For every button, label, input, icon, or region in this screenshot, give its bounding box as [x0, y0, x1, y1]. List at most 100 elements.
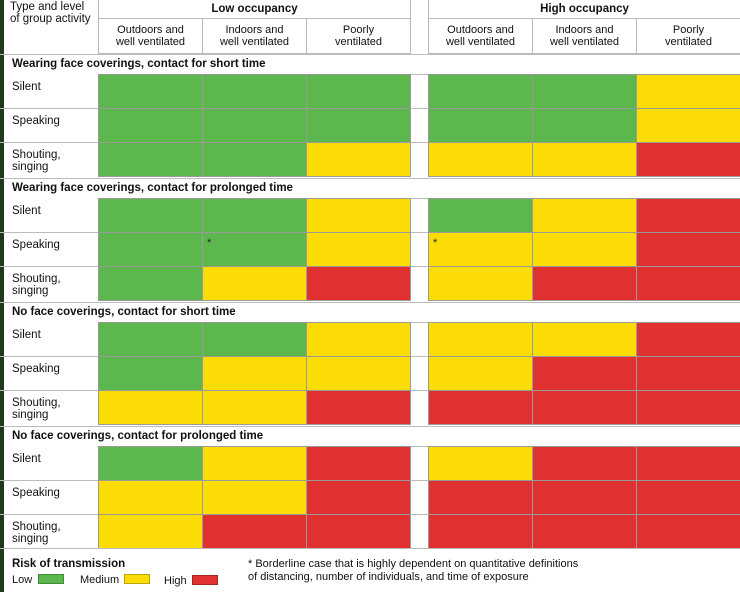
heatmap-cell [428, 232, 533, 267]
heatmap-cell [98, 514, 203, 549]
heatmap-cell [98, 142, 203, 177]
heatmap-cell [98, 446, 203, 481]
heatmap-cell [98, 322, 203, 357]
heatmap-cell [202, 108, 307, 143]
row-label: Shouting, singing [12, 273, 61, 297]
heatmap-cell [532, 232, 637, 267]
heatmap-cell [98, 480, 203, 515]
heatmap-cell [98, 390, 203, 425]
row-label-line: singing [12, 161, 49, 173]
corner-label-line-2: of group activity [10, 13, 91, 25]
heatmap-cell [98, 108, 203, 143]
heatmap-cell [428, 480, 533, 515]
section-title: No face coverings, contact for prolonged… [12, 430, 264, 442]
row-divider [411, 390, 428, 391]
heatmap-cell [202, 232, 307, 267]
corner-label-line-1: Type and level [10, 1, 85, 13]
heatmap-cell [98, 198, 203, 233]
heatmap-cell [636, 480, 740, 515]
heatmap-cell [636, 74, 740, 109]
column-header-text-5a: Indoors and [555, 24, 614, 36]
heatmap-cell [636, 232, 740, 267]
row-label-line: Silent [12, 453, 41, 465]
footnote-line-2: of distancing, number of individuals, an… [248, 571, 529, 583]
heatmap-cell [636, 356, 740, 391]
column-header-low-indoors: Indoors and well ventilated [202, 18, 307, 54]
heatmap-cell [532, 108, 637, 143]
row-divider [0, 266, 98, 267]
row-label-line: Silent [12, 329, 41, 341]
borderline-marker: * [207, 237, 212, 249]
row-divider [0, 480, 98, 481]
column-header-text-1a: Outdoors and [117, 24, 184, 36]
heatmap-cell [306, 356, 411, 391]
group-header-low-occupancy: Low occupancy [98, 0, 411, 19]
row-label: Shouting, singing [12, 521, 61, 545]
row-divider [0, 142, 98, 143]
section-title: Wearing face coverings, contact for prol… [12, 182, 293, 194]
row-label: Speaking [12, 363, 60, 375]
heatmap-cell [636, 142, 740, 177]
legend-label-high: High [164, 575, 187, 587]
row-label: Shouting, singing [12, 149, 61, 173]
heatmap-cell [428, 74, 533, 109]
row-divider [411, 266, 428, 267]
row-divider [411, 198, 428, 199]
heatmap-cell [306, 108, 411, 143]
heatmap-cell [636, 266, 740, 301]
column-header-text-2a: Indoors and [225, 24, 284, 36]
row-label-line: singing [12, 533, 49, 545]
section-divider [0, 426, 740, 427]
left-edge-strip [0, 0, 4, 592]
row-divider [411, 142, 428, 143]
heatmap-cell [428, 322, 533, 357]
heatmap-cell [98, 232, 203, 267]
row-divider [0, 232, 98, 233]
heatmap-cell [306, 198, 411, 233]
legend-swatch-medium [124, 574, 150, 584]
heatmap-cell [636, 446, 740, 481]
heatmap-cell [532, 356, 637, 391]
row-label-line: Silent [12, 81, 41, 93]
row-label-line: singing [12, 409, 49, 421]
heatmap-cell [532, 198, 637, 233]
heatmap-cell [202, 198, 307, 233]
section-divider [0, 54, 740, 55]
heatmap-cell [202, 322, 307, 357]
heatmap-cell [98, 74, 203, 109]
section-divider [0, 178, 740, 179]
heatmap-cell [532, 390, 637, 425]
column-header-high-indoors: Indoors and well ventilated [532, 18, 637, 54]
heatmap-cell [532, 446, 637, 481]
heatmap-cell [202, 480, 307, 515]
row-label: Shouting, singing [12, 397, 61, 421]
heatmap-cell [202, 390, 307, 425]
heatmap-cell [428, 266, 533, 301]
row-label-line: Speaking [12, 239, 60, 251]
heatmap-cell [202, 446, 307, 481]
column-header-high-outdoors: Outdoors and well ventilated [428, 18, 533, 54]
row-label-line: Shouting, [12, 397, 61, 409]
column-header-text-4a: Outdoors and [447, 24, 514, 36]
heatmap-cell [636, 322, 740, 357]
column-header-text-4b: well ventilated [445, 36, 516, 48]
row-label: Speaking [12, 487, 60, 499]
row-label-line: Speaking [12, 115, 60, 127]
heatmap-cell [306, 480, 411, 515]
heatmap-cell [428, 356, 533, 391]
bottom-divider [0, 548, 740, 549]
heatmap-cell [202, 514, 307, 549]
column-header-text-3b: ventilated [334, 36, 383, 48]
heatmap-cell [306, 390, 411, 425]
row-label: Silent [12, 81, 41, 93]
legend-label-medium: Medium [80, 574, 120, 586]
heatmap-cell [306, 142, 411, 177]
row-label-line: Shouting, [12, 149, 61, 161]
heatmap-cell [532, 142, 637, 177]
row-label: Speaking [12, 239, 60, 251]
row-divider [0, 108, 98, 109]
column-header-text-1b: well ventilated [115, 36, 186, 48]
row-label: Silent [12, 453, 41, 465]
column-header-high-poorly: Poorly ventilated [636, 18, 740, 54]
row-divider [411, 108, 428, 109]
